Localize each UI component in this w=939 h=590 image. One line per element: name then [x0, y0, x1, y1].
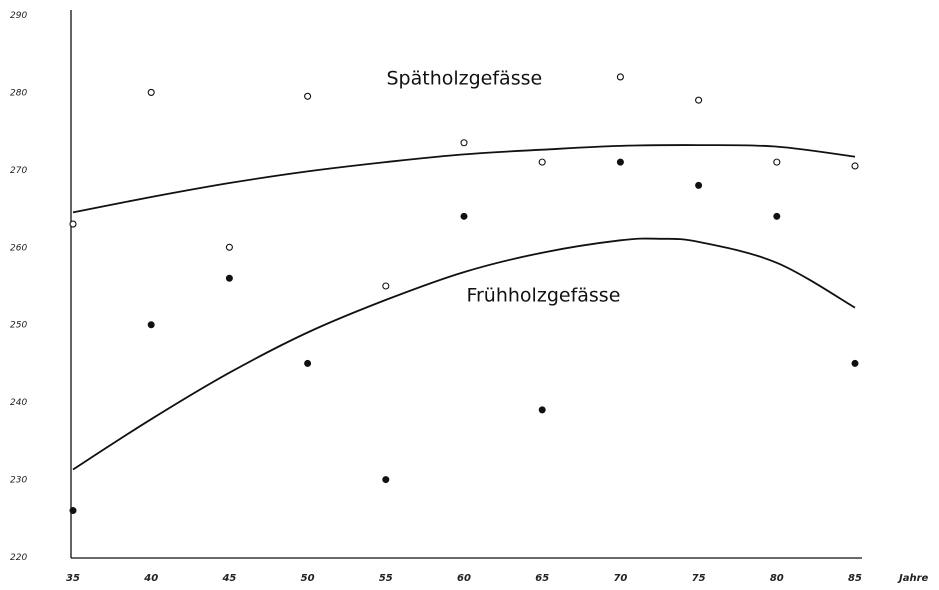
data-point-fruehholz: [69, 507, 77, 515]
x-tick-label: 60: [457, 573, 471, 584]
data-point-spaetholz: [773, 158, 781, 166]
data-point-spaetholz: [460, 139, 468, 147]
axes: [70, 10, 862, 559]
y-tick-label: 250: [10, 321, 27, 331]
trend-curves: [72, 144, 856, 471]
data-point-spaetholz: [382, 282, 390, 290]
x-tick-labels: 35 40 45 50 55 60 65 70 75 80 85: [66, 573, 862, 584]
y-tick-label: 270: [10, 166, 27, 176]
data-point-fruehholz: [382, 476, 390, 484]
x-axis-label: Jahre: [897, 573, 929, 584]
data-point-spaetholz: [538, 158, 546, 166]
trend-curve-fruehholz: [72, 237, 856, 471]
data-point-fruehholz: [147, 321, 155, 329]
y-tick-label: 260: [10, 243, 27, 253]
x-tick-label: 50: [301, 573, 315, 584]
x-tick-label: 65: [535, 573, 549, 584]
data-point-fruehholz: [851, 359, 859, 367]
data-point-spaetholz: [695, 96, 703, 104]
annotation-fruehholz: Frühholzgefässe: [466, 284, 620, 306]
x-tick-label: 75: [692, 573, 706, 584]
data-point-fruehholz: [225, 274, 233, 282]
data-point-spaetholz: [69, 220, 77, 228]
data-point-spaetholz: [147, 88, 155, 96]
x-tick-label: 85: [848, 573, 862, 584]
data-point-fruehholz: [460, 212, 468, 220]
data-point-fruehholz: [695, 181, 703, 189]
y-tick-label: 230: [10, 476, 27, 486]
data-point-spaetholz: [616, 73, 624, 81]
data-point-fruehholz: [616, 158, 624, 166]
data-points: [69, 73, 859, 515]
y-tick-labels: 220 230 240 250 260 270 280 290: [10, 11, 27, 563]
x-tick-label: 40: [143, 573, 158, 584]
x-tick-label: 70: [613, 573, 627, 584]
data-point-fruehholz: [304, 359, 312, 367]
trend-curve-spaetholz: [72, 144, 856, 214]
data-point-spaetholz: [304, 92, 312, 100]
data-point-fruehholz: [773, 212, 781, 220]
x-tick-label: 45: [221, 573, 236, 584]
y-tick-label: 240: [10, 398, 27, 408]
data-point-spaetholz: [851, 162, 859, 170]
y-tick-label: 290: [10, 11, 27, 21]
y-tick-label: 280: [10, 88, 27, 98]
x-tick-label: 35: [66, 573, 80, 584]
annotation-spaetholz: Spätholzgefässe: [386, 68, 542, 90]
x-tick-label: 55: [379, 573, 393, 584]
y-tick-label: 220: [10, 553, 27, 563]
data-point-spaetholz: [225, 243, 233, 251]
x-tick-label: 80: [770, 573, 784, 584]
data-point-fruehholz: [538, 406, 546, 414]
series-annotations: Spätholzgefässe Frühholzgefässe: [386, 68, 620, 307]
